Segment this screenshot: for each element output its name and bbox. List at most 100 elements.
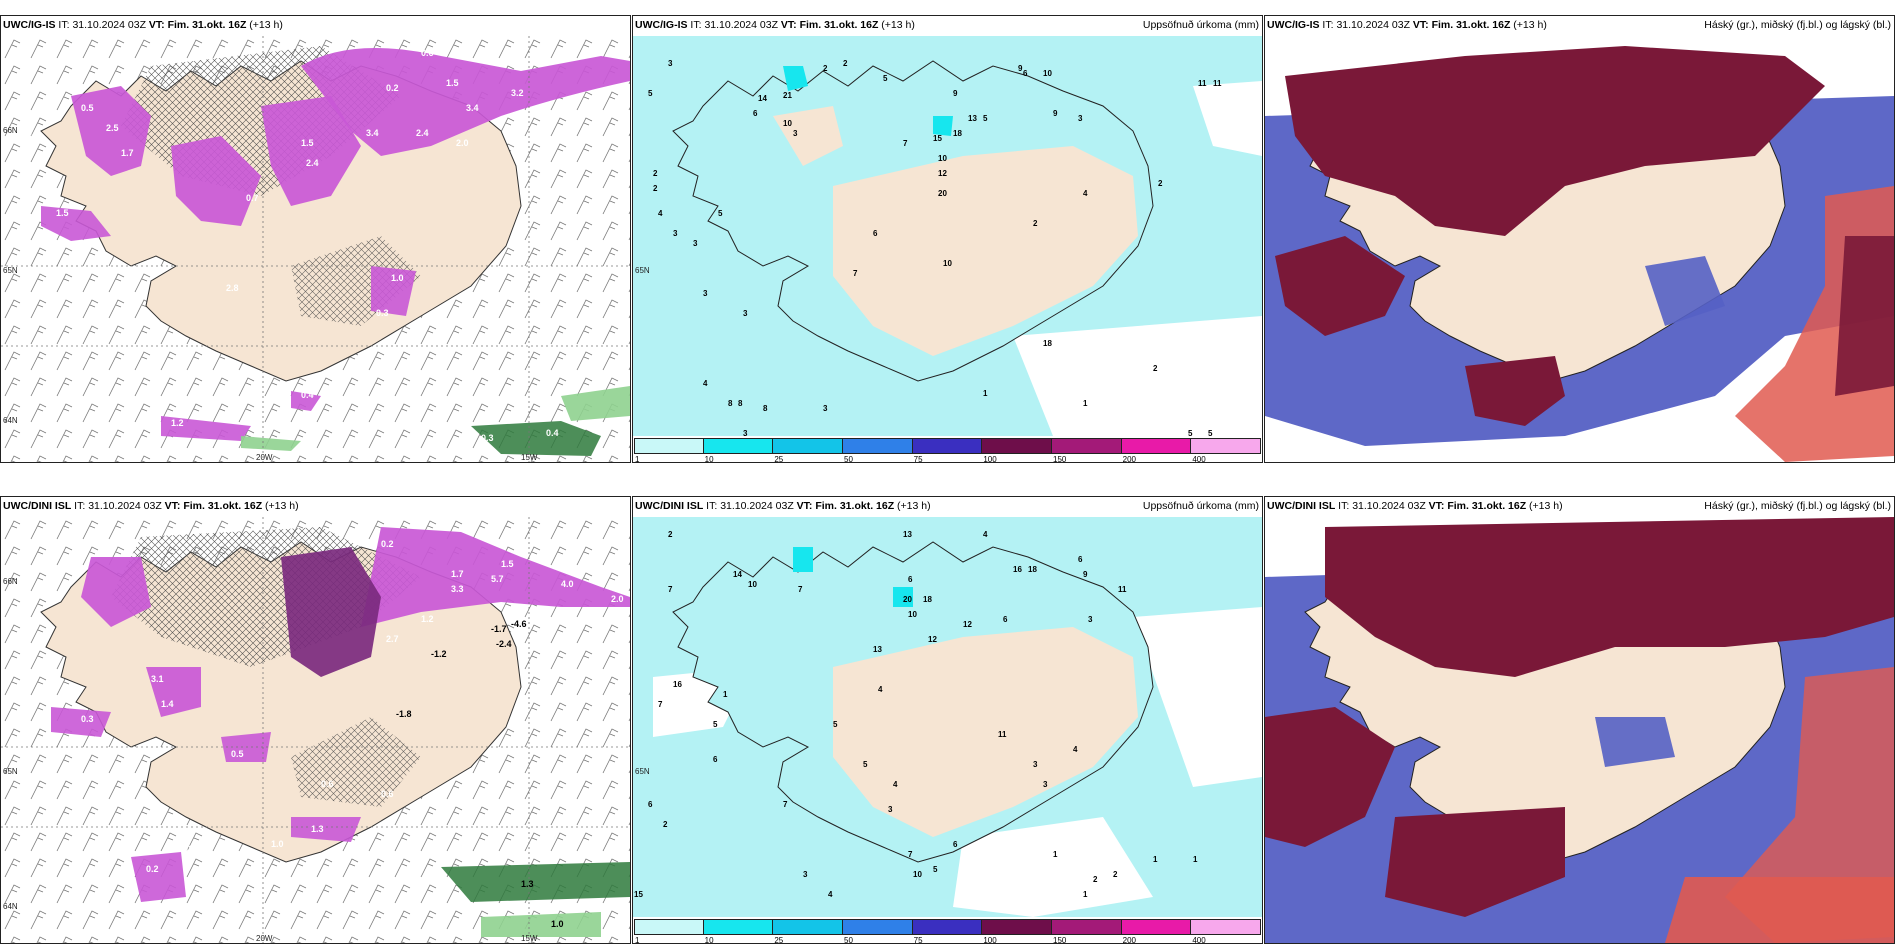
snow-map: 0.6 0.2 1.5 3.2 3.4 2.0 2.4 3.4 0.5 2.5 …: [1, 36, 630, 462]
value-label: 7: [903, 139, 908, 148]
precip-map: 2 13 4 14 10 16 18 6 11 7 7 20 18 10 12 …: [633, 517, 1262, 917]
colorbar-tick: 50: [844, 455, 853, 463]
value-label: 1: [1153, 855, 1158, 864]
value-label: 1.0: [391, 273, 404, 283]
colorbar: 1 10 25 50 75 100 150 200 400: [633, 917, 1262, 943]
value-label: 0.4: [546, 428, 559, 438]
value-label: 4: [1073, 745, 1078, 754]
value-label: 3: [803, 870, 808, 879]
colorbar-tick: 25: [774, 455, 784, 463]
colorbar-tick: 100: [983, 936, 997, 944]
value-label: 2: [843, 59, 848, 68]
colorbar-cell: [912, 919, 983, 935]
value-label: 4: [828, 890, 833, 899]
value-label: 5: [718, 209, 723, 218]
lon-label: 20W: [256, 453, 273, 462]
value-label: 5: [983, 114, 988, 123]
panel-right-title: Uppsöfnuð úrkoma (mm): [1142, 19, 1259, 31]
value-label: 4: [658, 209, 663, 218]
value-label: 1.5: [56, 208, 69, 218]
value-label: 2.0: [611, 594, 624, 604]
panel-title: UWC/IG-IS IT: 31.10.2024 03Z VT: Fim. 31…: [3, 19, 283, 31]
colorbar-tick: 200: [1122, 455, 1137, 463]
colorbar-tick: 400: [1192, 936, 1206, 944]
value-label: 2: [1093, 875, 1098, 884]
value-label: 0.3: [81, 714, 94, 724]
colorbar-cell: [843, 919, 913, 935]
value-label: 2.7: [386, 634, 399, 644]
lat-label: 66N: [3, 126, 18, 135]
value-label: 2.4: [306, 158, 319, 168]
value-label: 10: [908, 610, 917, 619]
lat-label: 65N: [635, 266, 650, 275]
value-label: 0.3: [481, 433, 494, 443]
colorbar-tick: 10: [704, 936, 714, 944]
lon-label: 15W: [521, 453, 538, 462]
colorbar-tick: 1: [635, 455, 640, 463]
lat-label: 65N: [3, 266, 18, 275]
value-label: 2: [668, 530, 673, 539]
value-label: 21: [783, 91, 792, 100]
panel-title: UWC/DINI ISL IT: 31.10.2024 03Z VT: Fim.…: [635, 500, 931, 512]
value-label: -4.6: [511, 619, 527, 629]
snow-map: 0.2 1.7 1.5 5.7 4.0 2.0 3.3 2.7 1.2 -1.2…: [1, 517, 630, 943]
value-label: 0.4: [301, 390, 314, 400]
value-label: 0.3: [376, 308, 389, 318]
value-label: 1: [1083, 890, 1088, 899]
colorbar-tick: 150: [1053, 936, 1067, 944]
value-label: 2: [653, 184, 658, 193]
value-label: 6: [1003, 615, 1008, 624]
value-label: 1: [1053, 850, 1058, 859]
value-label: 3: [673, 229, 678, 238]
value-label: 5: [833, 720, 838, 729]
colorbar-cell: [703, 438, 774, 454]
value-label: 18: [1043, 339, 1052, 348]
value-label: 6: [908, 575, 913, 584]
value-label: 10: [748, 580, 757, 589]
colorbar-tick: 400: [1192, 455, 1206, 463]
value-label: 3: [823, 404, 828, 413]
value-label: 0.5: [231, 749, 244, 759]
value-label: 0.6: [321, 779, 334, 789]
lat-label: 65N: [635, 767, 650, 776]
colorbar-tick: 75: [913, 936, 923, 944]
value-label: 15: [634, 890, 643, 899]
value-label: 1.2: [421, 614, 434, 624]
value-label: 2.5: [106, 123, 119, 133]
value-label: 1.4: [161, 699, 174, 709]
value-label: 11: [1213, 79, 1222, 88]
value-label: 3: [1033, 760, 1038, 769]
value-label: 1.5: [446, 78, 459, 88]
value-label: 18: [1028, 565, 1037, 574]
value-label: 3: [743, 429, 748, 436]
value-label: 2: [653, 169, 658, 178]
value-label: 0.2: [146, 864, 159, 874]
value-label: 4: [1083, 189, 1088, 198]
value-label: 20: [903, 595, 912, 604]
panel-title: UWC/IG-IS IT: 31.10.2024 03Z VT: Fim. 31…: [635, 19, 915, 31]
value-label: 7: [658, 700, 663, 709]
colorbar-cell: [1121, 919, 1192, 935]
colorbar-cell: [912, 438, 983, 454]
value-label: 11: [1198, 79, 1207, 88]
value-label: 8: [763, 404, 768, 413]
value-label: 7: [908, 850, 913, 859]
value-label: 1.7: [451, 569, 464, 579]
value-label: 1.0: [551, 919, 564, 929]
value-label: 16: [673, 680, 682, 689]
panel-precip-igis: UWC/IG-IS IT: 31.10.2024 03Z VT: Fim. 31…: [632, 15, 1263, 463]
value-label: 6: [953, 840, 958, 849]
value-label: 4: [878, 685, 883, 694]
colorbar-tick: 200: [1122, 936, 1137, 944]
value-label: 5: [863, 760, 868, 769]
value-label: 6: [713, 755, 718, 764]
value-label: 2: [1033, 219, 1038, 228]
value-label: 12: [963, 620, 972, 629]
lat-label: 66N: [3, 577, 18, 586]
panel-title: UWC/IG-IS IT: 31.10.2024 03Z VT: Fim. 31…: [1267, 19, 1547, 31]
value-label: 2: [1113, 870, 1118, 879]
value-label: 2: [1153, 364, 1158, 373]
panel-cloud-dini: UWC/DINI ISL IT: 31.10.2024 03Z VT: Fim.…: [1264, 496, 1895, 944]
value-label: 13: [968, 114, 977, 123]
value-label: 3.3: [451, 584, 464, 594]
